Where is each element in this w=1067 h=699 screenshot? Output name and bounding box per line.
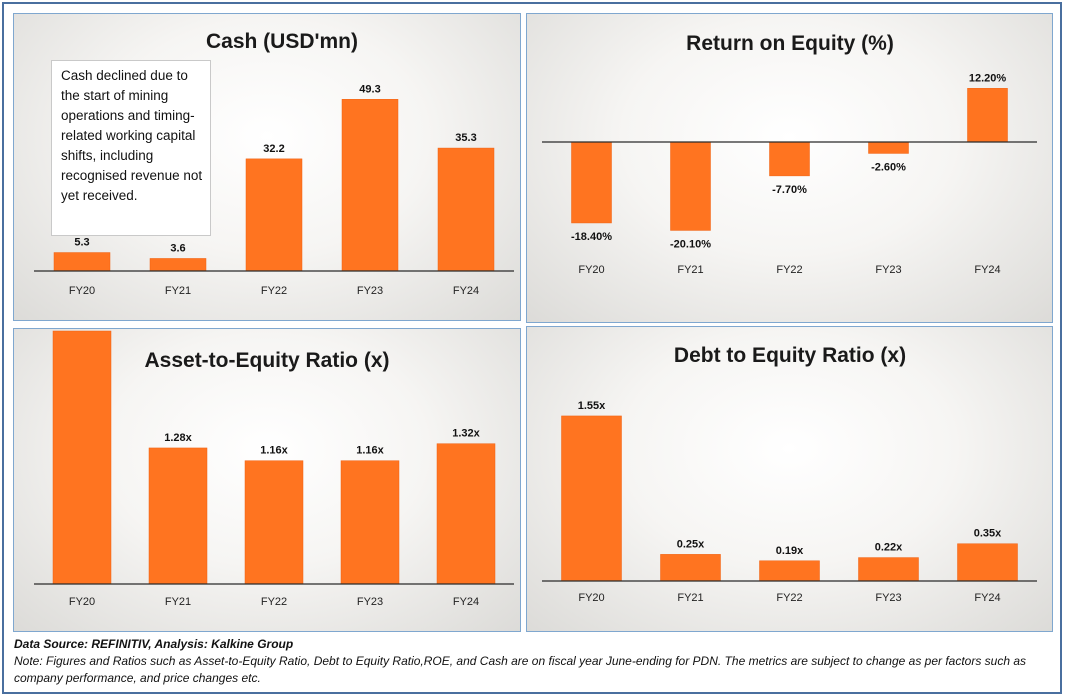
bar-fy21 — [660, 554, 721, 582]
cash-chart: Cash (USD'mn) 5.3 FY20 3.6 FY21 32.2 FY22 49.3… — [34, 30, 514, 297]
data-label-fy22: -7.70% — [772, 184, 807, 196]
note-text: Note: Figures and Ratios such as Asset-t… — [14, 654, 1027, 685]
data-label-fy23: 0.22x — [875, 542, 903, 554]
x-tick-label: FY22 — [776, 592, 802, 604]
bar-fy20 — [53, 252, 111, 272]
data-label-fy21: -20.10% — [670, 238, 711, 250]
data-label-fy24: 0.35x — [974, 528, 1002, 540]
data-label-fy20: 5.3 — [74, 237, 89, 249]
data-label-fy23: -2.60% — [871, 161, 906, 173]
bar-fy21 — [148, 447, 208, 585]
x-tick-label: FY24 — [974, 592, 1000, 604]
x-tick-label: FY20 — [69, 285, 95, 297]
data-label-fy24: 12.20% — [969, 72, 1007, 84]
x-tick-label: FY23 — [875, 264, 901, 276]
bar-fy20 — [561, 415, 622, 582]
x-tick-label: FY24 — [453, 285, 479, 297]
x-tick-label: FY22 — [261, 596, 287, 608]
data-label-fy20: -18.40% — [571, 231, 612, 243]
bar-fy23 — [858, 557, 919, 582]
data-label-fy22: 0.19x — [776, 545, 804, 557]
chart-title: Return on Equity (%) — [686, 32, 894, 55]
roe-chart-panel: Return on Equity (%) -18.40% FY20 -20.10% F… — [526, 13, 1053, 323]
bar-fy20 — [52, 330, 112, 585]
cash-annotation-box: Cash declined due to the start of mining… — [51, 60, 211, 236]
x-tick-label: FY21 — [165, 596, 191, 608]
data-label-fy22: 32.2 — [263, 143, 284, 155]
chart-title: Asset-to-Equity Ratio (x) — [144, 349, 389, 372]
data-source-text: Data Source: REFINITIV, Analysis: Kalkin… — [14, 637, 294, 651]
bar-fy22 — [769, 141, 810, 177]
x-tick-label: FY21 — [677, 592, 703, 604]
data-label-fy20: 1.55x — [578, 400, 606, 412]
bar-fy23 — [341, 99, 399, 272]
x-tick-label: FY22 — [776, 264, 802, 276]
asset-to-equity-chart-panel: Asset-to-Equity Ratio (x) 2.38xFY201.28x… — [13, 328, 521, 632]
debt-to-equity-chart-panel: Debt to Equity Ratio (x) 1.55x FY20 0.25x F… — [526, 326, 1053, 632]
x-tick-label: FY24 — [974, 264, 1000, 276]
x-tick-label: FY20 — [69, 596, 95, 608]
bar-fy24 — [967, 88, 1008, 143]
data-label-fy23: 1.16x — [356, 445, 384, 457]
data-label-fy21: 0.25x — [677, 538, 705, 550]
data-label-fy24: 35.3 — [455, 132, 476, 144]
x-tick-label: FY23 — [357, 596, 383, 608]
x-tick-label: FY23 — [357, 285, 383, 297]
roe-chart: Return on Equity (%) -18.40% FY20 -20.10% F… — [542, 32, 1037, 276]
x-tick-label: FY23 — [875, 592, 901, 604]
bar-fy24 — [957, 543, 1018, 582]
x-tick-label: FY21 — [165, 285, 191, 297]
chart-title: Debt to Equity Ratio (x) — [674, 344, 906, 367]
bar-fy24 — [437, 147, 495, 272]
bar-fy23 — [340, 460, 400, 585]
data-label-fy21: 1.28x — [164, 432, 192, 444]
data-label-fy21: 3.6 — [170, 242, 185, 254]
x-tick-label: FY20 — [578, 264, 604, 276]
x-tick-label: FY20 — [578, 592, 604, 604]
footer: Data Source: REFINITIV, Analysis: Kalkin… — [14, 636, 1054, 687]
x-tick-label: FY21 — [677, 264, 703, 276]
x-tick-label: FY24 — [453, 596, 479, 608]
bar-fy22 — [759, 560, 820, 582]
bar-fy23 — [868, 141, 909, 154]
bar-fy21 — [149, 258, 207, 272]
bar-fy20 — [571, 141, 612, 224]
data-label-fy23: 49.3 — [359, 83, 380, 95]
asset-to-equity-chart: Asset-to-Equity Ratio (x) 2.38xFY201.28x… — [34, 330, 514, 608]
bar-fy21 — [670, 141, 711, 231]
bar-fy22 — [245, 158, 303, 272]
bar-fy22 — [244, 460, 304, 585]
debt-to-equity-chart: Debt to Equity Ratio (x) 1.55x FY20 0.25x F… — [542, 344, 1037, 604]
data-label-fy24: 1.32x — [452, 428, 480, 440]
bar-fy24 — [436, 443, 496, 585]
cash-chart-panel: Cash (USD'mn) 5.3 FY20 3.6 FY21 32.2 FY22 49.3… — [13, 13, 521, 321]
data-label-fy22: 1.16x — [260, 445, 288, 457]
chart-title: Cash (USD'mn) — [206, 30, 358, 53]
x-tick-label: FY22 — [261, 285, 287, 297]
